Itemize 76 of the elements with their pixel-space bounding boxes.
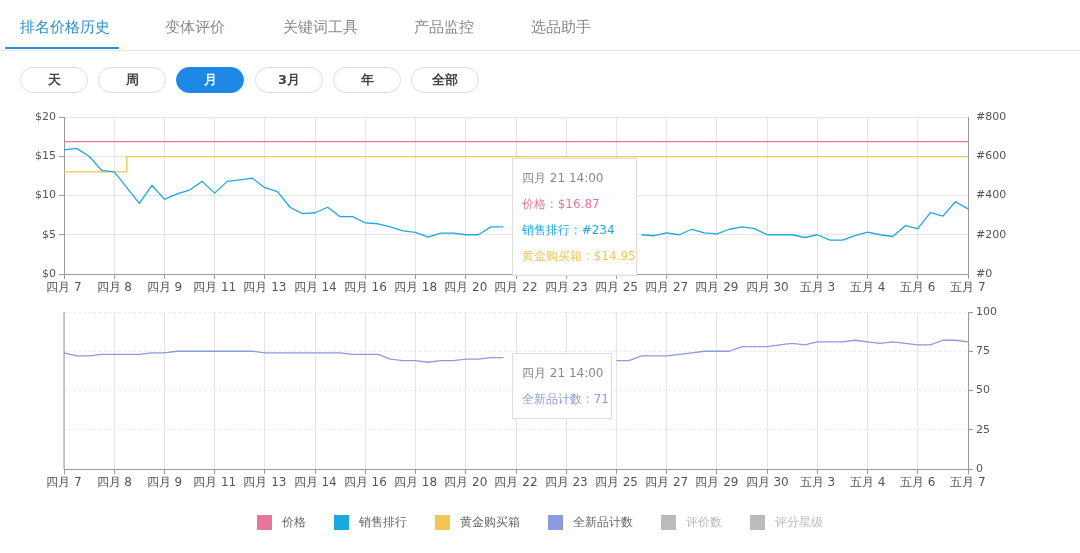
x-tick-label: 五月 6 [900,475,936,490]
x-tick-label: 四月 7 [46,280,82,295]
x-tick-label: 五月 3 [799,475,836,490]
x-tick-label: 四月 23 [544,280,588,295]
x-tick-label: 四月 30 [745,280,789,295]
text: 选品助手 [531,18,591,37]
annotation: 黄金购买箱 : $14.95 [522,248,636,265]
text: 排名价格历史 [20,18,110,37]
x-tick-label: 四月 8 [96,475,132,490]
x-tick-label: 四月 25 [594,475,638,490]
x-tick-label: 五月 7 [950,475,986,490]
y2-tick-label: #200 [976,227,1007,241]
x-tick-label: 四月 9 [146,475,183,490]
x-tick-label: 四月 9 [146,280,183,295]
x-tick-label: 四月 22 [494,280,538,295]
x-tick-label: 四月 23 [544,475,588,490]
legend-label: 销售排行 [359,515,407,529]
x-tick-label: 四月 8 [96,280,132,295]
legend-label: 评价数 [686,515,722,529]
text: 年 [333,67,401,93]
x-tick-label: 四月 20 [444,280,488,295]
text: 全部 [411,67,479,93]
x-tick-label: 四月 18 [394,280,438,295]
text: 天 [20,67,88,93]
y2-tick-label: #400 [976,188,1007,202]
text: 月 [176,67,244,93]
x-tick-label: 五月 3 [799,280,836,295]
annotation: 价格 : $16.87 [522,196,601,213]
text: 变体评价 [165,18,225,37]
x-tick-label: 四月 29 [695,280,739,295]
x-tick-label: 四月 25 [594,280,638,295]
x-tick-label: 四月 22 [494,475,538,490]
x-tick-label: 四月 11 [193,475,237,490]
x-tick-label: 四月 30 [745,475,789,490]
y2-tick-label: #800 [976,109,1007,123]
y2-tick-label: #0 [976,266,993,280]
legend-label: 黄金购买箱 [460,515,520,529]
text: 周 [98,67,166,93]
x-tick-label: 五月 4 [849,475,886,490]
x-tick-label: 五月 4 [849,280,886,295]
y-tick-label: $0 [42,266,56,280]
annotation: 全新品计数 : 71 [522,391,609,408]
y-tick-label: $10 [35,188,56,202]
text: 关键词工具 [283,18,358,37]
legend-label: 价格 [282,515,306,529]
y-tick-label: $5 [42,227,56,241]
annotation: 四月 21 14:00 [522,170,605,187]
x-tick-label: 四月 14 [293,280,337,295]
annotation: 四月 21 14:00 [522,365,604,382]
x-tick-label: 四月 27 [645,475,689,490]
x-tick-label: 四月 13 [243,280,287,295]
y2-tick-label: #600 [976,149,1007,163]
x-tick-label: 四月 14 [293,475,337,490]
text: 产品监控 [414,18,474,37]
x-tick-label: 四月 16 [343,280,387,295]
legend-label: 全新品计数 [573,515,633,529]
x-tick-label: 四月 29 [695,475,739,490]
x-tick-label: 五月 6 [900,280,936,295]
y2-tick-label: 50 [976,383,990,397]
x-tick-label: 四月 16 [343,475,387,490]
text: 3月 [255,67,323,93]
y-tick-label: $20 [35,109,56,123]
y2-tick-label: 100 [976,304,997,318]
legend-label: 评分星级 [775,515,823,529]
x-tick-label: 四月 20 [444,475,488,490]
annotation: 销售排行 : #234 [522,222,616,239]
x-tick-label: 四月 11 [193,280,237,295]
y2-tick-label: 25 [976,422,990,436]
x-tick-label: 四月 27 [645,280,689,295]
x-tick-label: 四月 13 [243,475,287,490]
y-tick-label: $15 [35,149,56,163]
y2-tick-label: 75 [976,344,990,358]
x-tick-label: 五月 7 [950,280,986,295]
x-tick-label: 四月 7 [46,475,82,490]
x-tick-label: 四月 18 [394,475,438,490]
y2-tick-label: 0 [976,461,983,475]
